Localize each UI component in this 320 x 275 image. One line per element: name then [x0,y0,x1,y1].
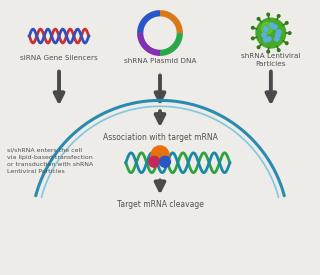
Circle shape [148,156,159,167]
Circle shape [288,32,291,34]
Circle shape [257,18,260,20]
Circle shape [277,49,280,51]
Circle shape [264,38,268,42]
Circle shape [267,37,271,41]
Text: shRNA Lentiviral
Particles: shRNA Lentiviral Particles [241,53,300,67]
Circle shape [252,37,254,40]
Circle shape [270,23,274,27]
Text: shRNA Plasmid DNA: shRNA Plasmid DNA [124,58,196,64]
Circle shape [267,50,269,53]
Circle shape [277,15,280,17]
Circle shape [159,156,170,167]
Circle shape [257,46,260,49]
Circle shape [273,25,277,29]
Circle shape [252,26,254,29]
Text: si/shRNA enters the cell
via lipid-based transfection
or transduction with shRNA: si/shRNA enters the cell via lipid-based… [7,148,93,174]
Text: Association with target mRNA: Association with target mRNA [103,133,217,142]
Circle shape [285,22,288,24]
Circle shape [276,33,280,37]
Circle shape [285,42,288,45]
Text: siRNA Gene Silencers: siRNA Gene Silencers [20,55,98,61]
Circle shape [256,18,286,48]
Circle shape [275,37,279,41]
Circle shape [262,33,266,37]
Circle shape [151,146,169,164]
Circle shape [261,23,273,34]
Circle shape [264,27,268,31]
Circle shape [276,30,281,34]
Text: Target mRNA cleavage: Target mRNA cleavage [116,200,204,209]
Circle shape [267,13,269,16]
